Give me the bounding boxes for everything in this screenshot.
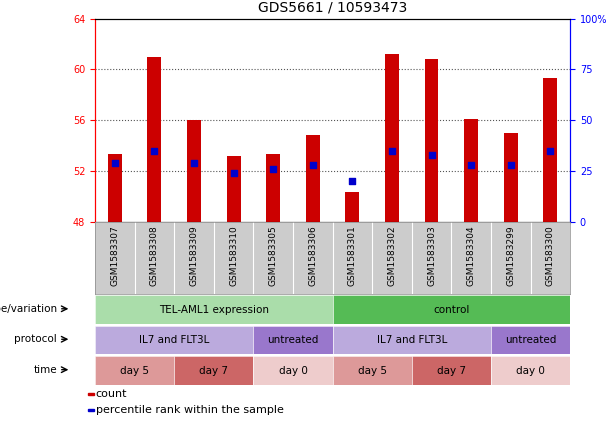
Text: control: control bbox=[433, 305, 470, 315]
Text: GSM1583300: GSM1583300 bbox=[546, 225, 555, 286]
Text: percentile rank within the sample: percentile rank within the sample bbox=[96, 405, 283, 415]
Title: GDS5661 / 10593473: GDS5661 / 10593473 bbox=[258, 1, 407, 15]
Bar bbox=[88, 409, 94, 411]
Text: GSM1583310: GSM1583310 bbox=[229, 225, 238, 286]
Text: day 5: day 5 bbox=[120, 365, 149, 376]
Text: day 0: day 0 bbox=[516, 365, 545, 376]
Text: GSM1583299: GSM1583299 bbox=[506, 225, 515, 286]
Point bbox=[229, 170, 238, 176]
Text: IL7 and FLT3L: IL7 and FLT3L bbox=[376, 335, 447, 345]
Text: day 0: day 0 bbox=[278, 365, 307, 376]
Bar bbox=[148, 57, 161, 222]
Bar bbox=[266, 154, 280, 222]
Text: GSM1583309: GSM1583309 bbox=[189, 225, 199, 286]
Bar bbox=[187, 120, 201, 222]
Point bbox=[110, 159, 120, 166]
Bar bbox=[504, 133, 517, 222]
Text: time: time bbox=[33, 365, 57, 375]
Bar bbox=[345, 192, 359, 222]
Text: untreated: untreated bbox=[267, 335, 319, 345]
Text: genotype/variation: genotype/variation bbox=[0, 304, 57, 314]
Bar bbox=[543, 78, 557, 222]
Text: GSM1583301: GSM1583301 bbox=[348, 225, 357, 286]
Point bbox=[150, 147, 159, 154]
Point bbox=[387, 147, 397, 154]
Text: untreated: untreated bbox=[505, 335, 556, 345]
Point bbox=[506, 162, 516, 168]
Point bbox=[268, 165, 278, 172]
Text: GSM1583304: GSM1583304 bbox=[466, 225, 476, 286]
Text: GSM1583303: GSM1583303 bbox=[427, 225, 436, 286]
Text: day 7: day 7 bbox=[199, 365, 228, 376]
Bar bbox=[108, 154, 122, 222]
Bar bbox=[227, 156, 240, 222]
Bar bbox=[464, 119, 478, 222]
Text: count: count bbox=[96, 389, 127, 399]
Point bbox=[189, 159, 199, 166]
Text: GSM1583302: GSM1583302 bbox=[387, 225, 397, 286]
Text: GSM1583305: GSM1583305 bbox=[268, 225, 278, 286]
Point bbox=[546, 147, 555, 154]
Text: GSM1583308: GSM1583308 bbox=[150, 225, 159, 286]
Point bbox=[466, 162, 476, 168]
Bar bbox=[306, 135, 320, 222]
Bar bbox=[425, 59, 438, 222]
Bar bbox=[385, 54, 399, 222]
Text: IL7 and FLT3L: IL7 and FLT3L bbox=[139, 335, 210, 345]
Point bbox=[348, 178, 357, 184]
Text: day 7: day 7 bbox=[437, 365, 466, 376]
Text: TEL-AML1 expression: TEL-AML1 expression bbox=[159, 305, 268, 315]
Point bbox=[427, 151, 436, 158]
Text: day 5: day 5 bbox=[357, 365, 387, 376]
Point bbox=[308, 162, 318, 168]
Bar bbox=[88, 393, 94, 395]
Text: protocol: protocol bbox=[14, 334, 57, 344]
Text: GSM1583306: GSM1583306 bbox=[308, 225, 318, 286]
Text: GSM1583307: GSM1583307 bbox=[110, 225, 120, 286]
